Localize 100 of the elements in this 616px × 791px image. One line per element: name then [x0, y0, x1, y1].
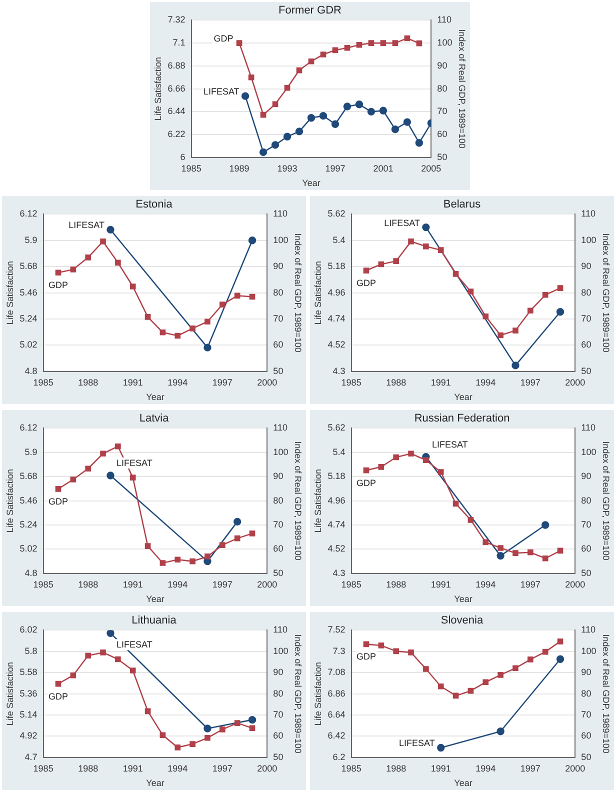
x-tick-label: 1985 — [33, 763, 54, 774]
x-axis-title: Year — [454, 778, 472, 788]
x-tick-label: 2001 — [373, 163, 394, 174]
y-tick-label: 4.3 — [332, 366, 346, 376]
point — [408, 650, 414, 656]
point — [220, 542, 226, 548]
y-tick-label: 5.9 — [24, 446, 38, 457]
point — [234, 292, 240, 299]
point — [482, 679, 489, 686]
y2-tick-label: 110 — [273, 208, 288, 219]
y2-tick-label: 100 — [437, 38, 452, 48]
y-axis-title: Life Satisfaction — [312, 662, 323, 726]
x-tick-label: 1988 — [78, 579, 98, 590]
point — [422, 223, 430, 232]
y-tick-label: 4.8 — [24, 366, 38, 376]
point — [557, 548, 564, 554]
point — [144, 708, 151, 714]
y-axis-title: Life Satisfaction — [4, 469, 15, 533]
point — [332, 47, 338, 54]
y-tick-label: 6.02 — [20, 624, 38, 635]
point — [271, 141, 280, 149]
point — [234, 535, 240, 542]
y-tick-label: 6 — [180, 152, 186, 162]
point — [379, 106, 388, 114]
x-tick-label: 1997 — [520, 763, 540, 774]
y-tick-label: 4.74 — [328, 313, 346, 324]
point — [380, 40, 386, 46]
y-tick-label: 4.7 — [24, 752, 38, 762]
point — [70, 476, 76, 482]
y-tick-label: 5.58 — [20, 667, 38, 678]
x-tick-label: 1991 — [122, 763, 143, 774]
y-tick-label: 5.62 — [328, 422, 346, 433]
y2-tick-label: 100 — [581, 234, 596, 245]
y2-tick-label: 110 — [581, 624, 596, 635]
y-tick-label: 6.2 — [332, 752, 346, 762]
y-tick-label: 6.44 — [168, 106, 186, 116]
point — [160, 560, 166, 566]
point — [233, 518, 242, 526]
series-label: GDP — [48, 496, 68, 506]
y-tick-label: 6.12 — [20, 422, 38, 433]
point — [437, 744, 445, 752]
y2-tick-label: 90 — [581, 471, 592, 482]
x-tick-label: 1997 — [212, 579, 232, 590]
y-tick-label: 5.36 — [20, 688, 38, 698]
y2-tick-label: 70 — [581, 313, 592, 324]
point — [423, 244, 429, 250]
y-tick-label: 5.68 — [20, 261, 38, 272]
y2-tick-label: 60 — [581, 340, 592, 350]
y2-tick-label: 70 — [437, 106, 448, 116]
point — [236, 40, 242, 46]
y-axis-title: Life Satisfaction — [312, 469, 323, 533]
x-tick-label: 1994 — [476, 763, 496, 774]
x-tick-label: 1985 — [341, 763, 362, 774]
point — [85, 466, 92, 472]
point — [85, 652, 92, 659]
point — [393, 258, 400, 264]
point — [204, 734, 210, 741]
x-tick-label: 2000 — [257, 579, 278, 590]
point — [241, 92, 250, 100]
y2-tick-label: 70 — [273, 313, 284, 324]
point — [468, 517, 474, 523]
x-tick-label: 2000 — [565, 377, 586, 388]
y2-axis-title: Index of Real GDP, 1989=100 — [293, 441, 304, 560]
point — [295, 128, 304, 136]
point — [220, 726, 226, 732]
point — [220, 302, 226, 308]
x-tick-label: 1985 — [341, 377, 362, 388]
x-axis-title: Year — [302, 178, 320, 188]
y2-tick-label: 70 — [273, 519, 284, 530]
point — [190, 326, 196, 332]
point — [367, 108, 376, 116]
y-tick-label: 5.46 — [20, 495, 38, 506]
chart-title: Latvia — [139, 412, 170, 425]
point — [512, 550, 518, 556]
point — [160, 329, 166, 336]
series-label: LIFESAT — [432, 439, 468, 450]
y-tick-label: 7.52 — [328, 624, 346, 635]
point — [307, 114, 316, 122]
series-label: GDP — [48, 691, 68, 702]
point — [423, 666, 429, 672]
point — [204, 318, 210, 325]
y2-tick-label: 90 — [273, 667, 284, 678]
y2-axis-title: Index of Real GDP, 1989=100 — [293, 233, 304, 352]
y2-tick-label: 90 — [273, 471, 284, 482]
point — [528, 656, 534, 662]
y-tick-label: 5.18 — [328, 261, 346, 272]
point — [296, 67, 302, 74]
y-tick-label: 7.1 — [172, 38, 186, 48]
point — [498, 332, 504, 338]
point — [393, 648, 400, 654]
point — [541, 521, 550, 529]
point — [556, 308, 564, 316]
point — [260, 112, 266, 118]
point — [115, 260, 121, 266]
y-tick-label: 5.02 — [20, 340, 38, 350]
y-axis-title: Life Satisfaction — [4, 662, 15, 726]
point — [452, 500, 459, 507]
chart-title: Slovenia — [440, 614, 484, 627]
series-label: GDP — [214, 34, 234, 44]
y2-tick-label: 80 — [273, 287, 284, 298]
